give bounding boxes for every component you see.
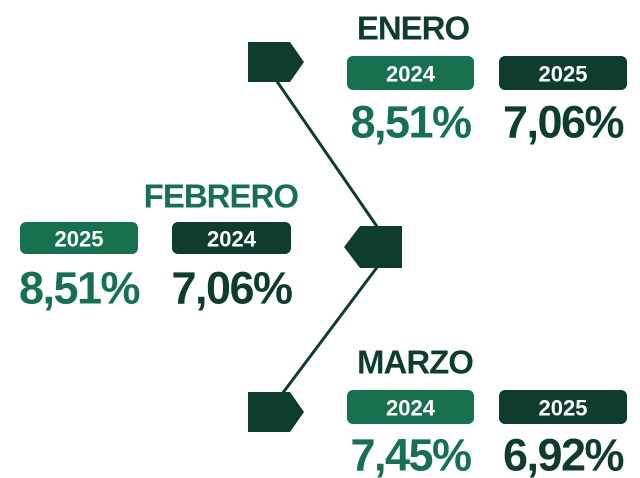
rate-value: 8,51%	[19, 263, 140, 314]
year-label: 2025	[55, 227, 104, 252]
rate-value: 6,92%	[503, 430, 624, 478]
rate-value: 7,06%	[503, 97, 624, 148]
month-title: MARZO	[357, 344, 473, 381]
year-label: 2025	[539, 62, 588, 87]
connector	[274, 79, 380, 229]
flag-marker	[248, 392, 304, 432]
year-pill	[499, 390, 627, 424]
month-title: FEBRERO	[144, 178, 299, 215]
rate-value: 7,45%	[350, 430, 471, 478]
connector	[280, 265, 380, 395]
year-label: 2024	[207, 227, 257, 252]
year-pill	[347, 390, 474, 424]
flag-marker	[344, 226, 402, 268]
month-title: ENERO	[357, 10, 470, 47]
rate-value: 8,51%	[350, 97, 471, 148]
year-label: 2024	[386, 62, 436, 87]
year-label: 2024	[386, 396, 436, 421]
flag-marker	[248, 42, 304, 82]
year-pill	[347, 56, 474, 90]
year-pill	[20, 222, 138, 254]
year-pill	[499, 56, 627, 90]
year-label: 2025	[539, 396, 588, 421]
rate-value: 7,06%	[171, 263, 292, 314]
year-pill	[172, 222, 291, 254]
